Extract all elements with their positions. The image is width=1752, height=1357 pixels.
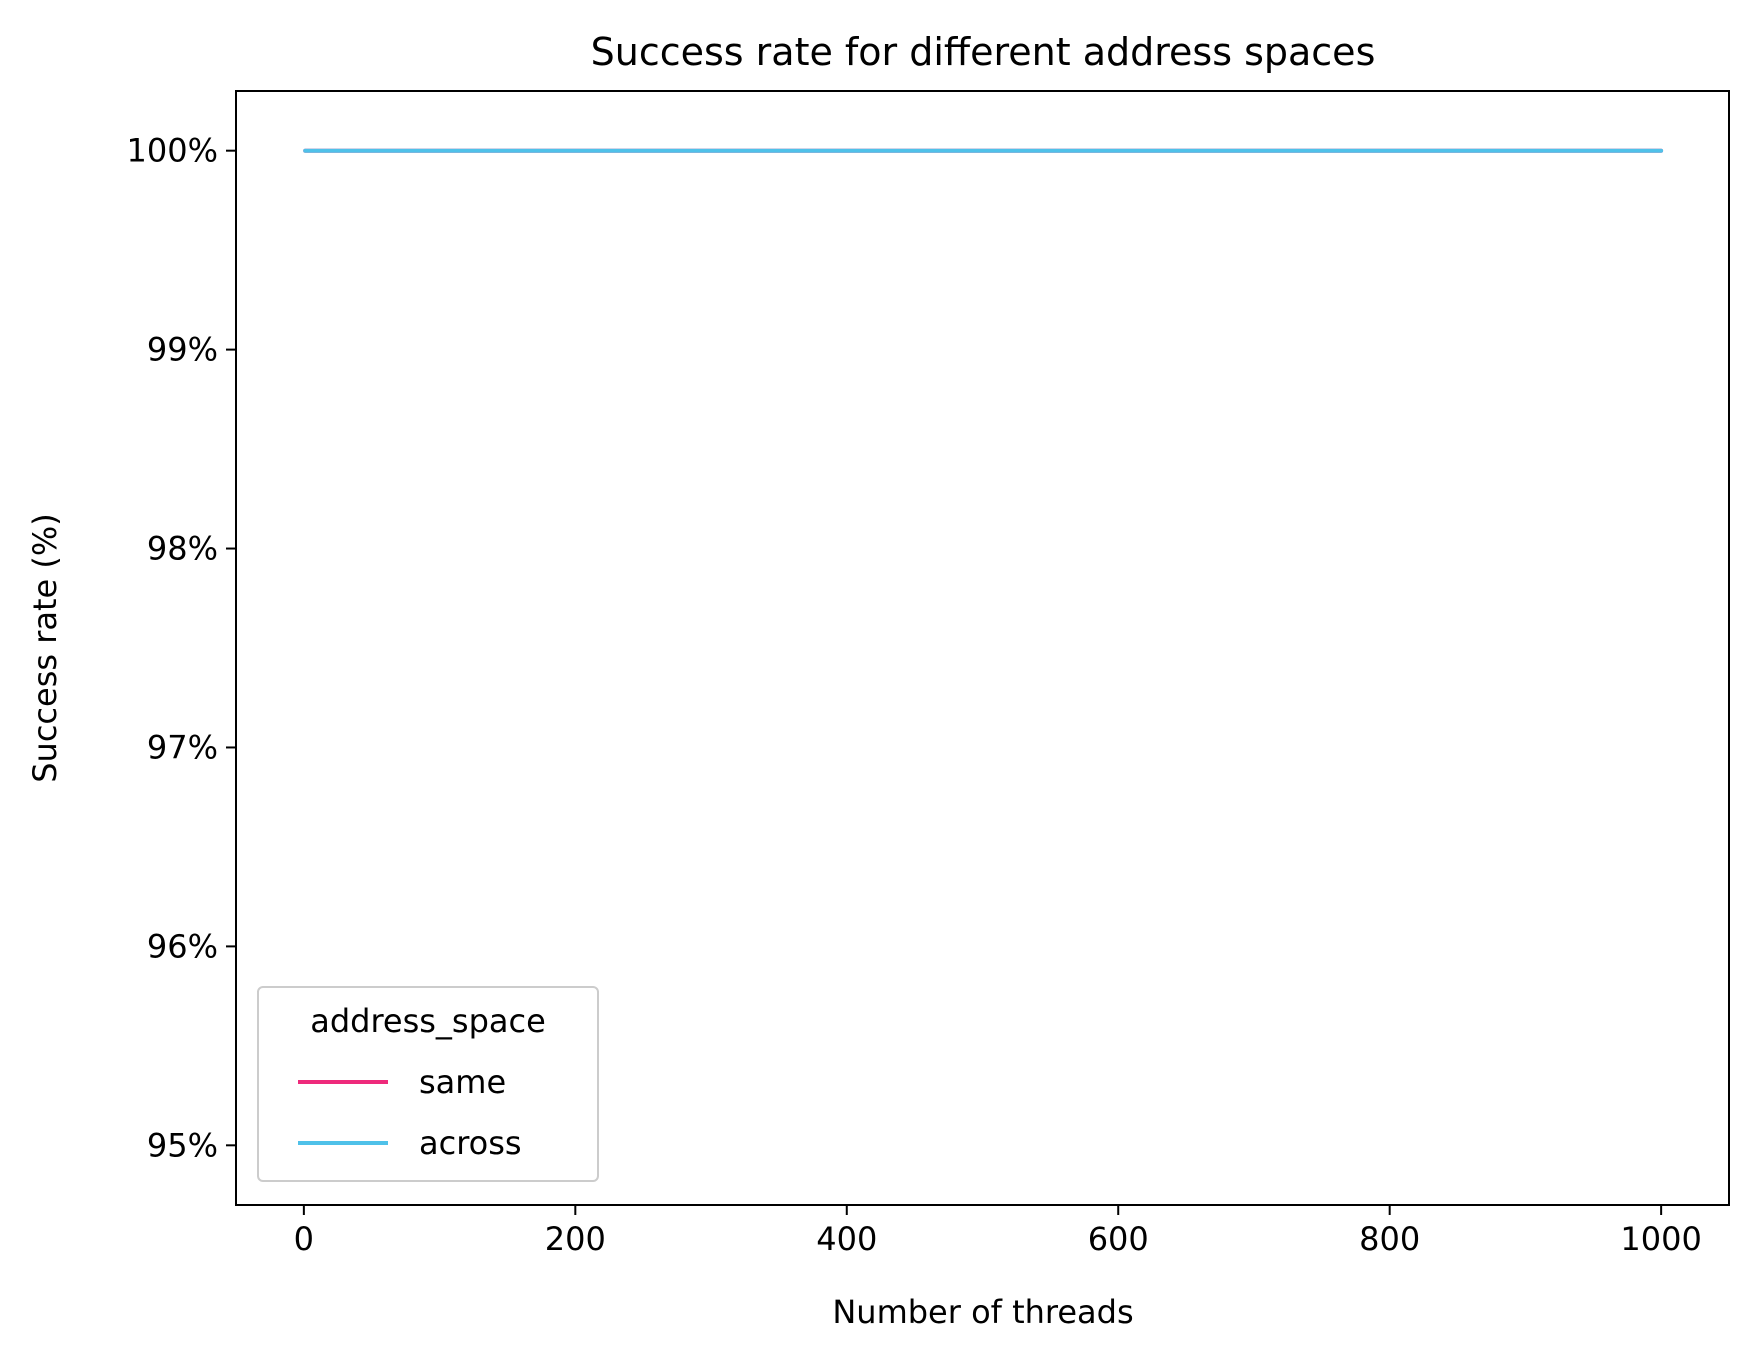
y-axis-ticks: 95% 96% 97% 98% 99% 100%	[127, 132, 236, 1164]
legend: address_space same across	[257, 986, 599, 1182]
x-tick-label: 400	[816, 1220, 877, 1258]
plot-area-frame	[235, 90, 1730, 1206]
x-tick-label: 1000	[1620, 1220, 1701, 1258]
y-axis-label: Success rate (%)	[26, 513, 64, 783]
x-axis-ticks: 0 200 400 600 800 1000	[294, 1205, 1702, 1258]
legend-label-across: across	[419, 1124, 522, 1162]
x-tick-label: 600	[1088, 1220, 1149, 1258]
y-tick-label: 98%	[147, 530, 218, 568]
y-tick-label: 97%	[147, 728, 218, 766]
y-tick-label: 96%	[147, 927, 218, 965]
legend-box	[257, 986, 599, 1182]
legend-label-same: same	[419, 1063, 506, 1101]
x-tick-label: 200	[545, 1220, 606, 1258]
legend-title: address_space	[310, 1002, 546, 1040]
chart-title: Success rate for different address space…	[591, 30, 1376, 74]
y-tick-label: 95%	[147, 1126, 218, 1164]
x-axis-label: Number of threads	[832, 1293, 1133, 1331]
x-tick-label: 0	[294, 1220, 314, 1258]
y-tick-label: 100%	[127, 132, 218, 170]
y-tick-label: 99%	[147, 331, 218, 369]
x-tick-label: 800	[1359, 1220, 1420, 1258]
